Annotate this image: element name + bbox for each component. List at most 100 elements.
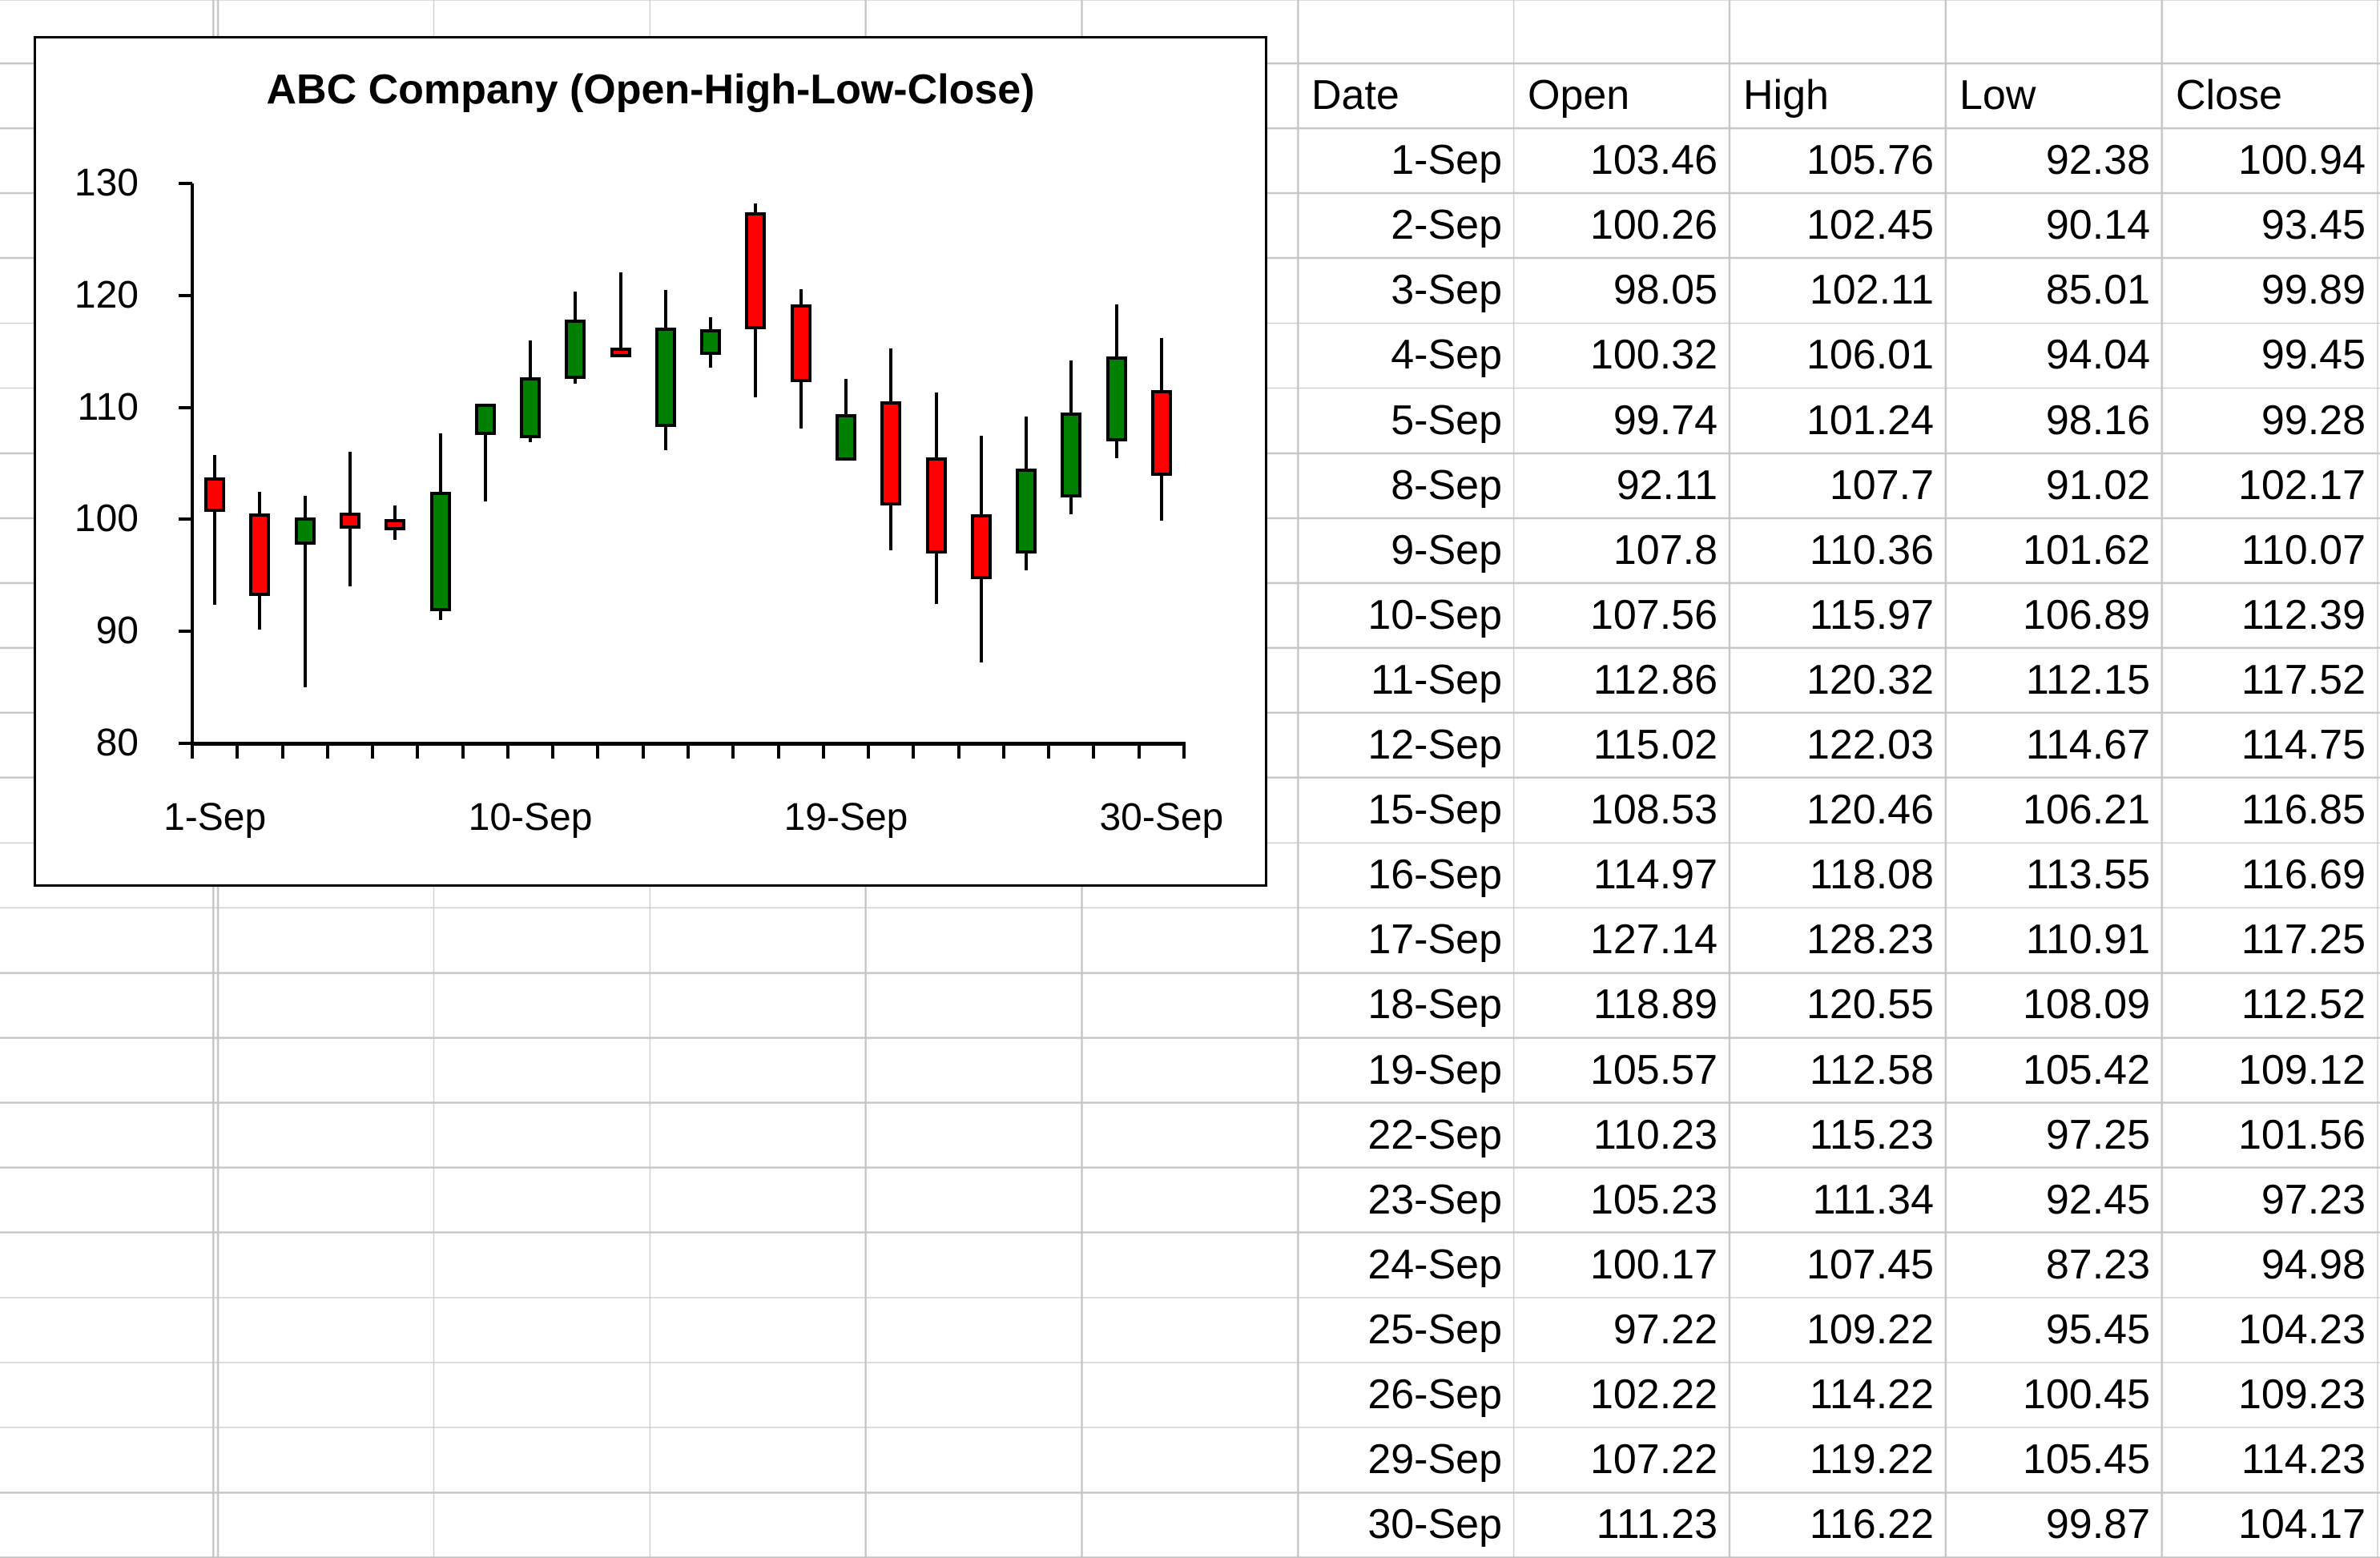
- table-cell[interactable]: 97.22: [1613, 1306, 1718, 1353]
- table-cell[interactable]: 97.25: [2045, 1111, 2150, 1158]
- table-cell[interactable]: 102.17: [2237, 461, 2366, 509]
- table-cell[interactable]: 122.03: [1806, 722, 1934, 768]
- table-cell[interactable]: 112.58: [1809, 1046, 1934, 1093]
- table-cell[interactable]: 115.23: [1809, 1111, 1934, 1158]
- table-cell[interactable]: 100.26: [1589, 202, 1718, 249]
- candle-body[interactable]: [249, 513, 271, 596]
- ohlc-chart[interactable]: ABC Company (Open-High-Low-Close) 80 90 10…: [34, 36, 1267, 887]
- table-cell[interactable]: 4-Sep: [1391, 332, 1502, 379]
- table-cell[interactable]: 116.85: [2241, 787, 2366, 834]
- table-cell[interactable]: 106.01: [1806, 332, 1934, 379]
- table-cell[interactable]: 93.45: [2261, 202, 2366, 249]
- table-cell[interactable]: 10-Sep: [1367, 591, 1502, 638]
- table-cell[interactable]: 99.28: [2261, 397, 2366, 444]
- table-cell[interactable]: 110.23: [1593, 1111, 1718, 1158]
- table-cell[interactable]: 18-Sep: [1367, 981, 1502, 1029]
- table-cell[interactable]: 119.22: [1809, 1436, 1934, 1484]
- candle-body[interactable]: [565, 320, 586, 379]
- table-cell[interactable]: 107.45: [1806, 1241, 1934, 1288]
- table-cell[interactable]: 109.22: [1806, 1306, 1934, 1353]
- table-cell[interactable]: 26-Sep: [1367, 1371, 1502, 1418]
- table-cell[interactable]: 97.23: [2261, 1176, 2366, 1223]
- table-cell[interactable]: 92.45: [2045, 1176, 2150, 1223]
- table-cell[interactable]: 111.23: [1596, 1501, 1718, 1548]
- header-cell-open[interactable]: Open: [1528, 72, 1630, 119]
- table-cell[interactable]: 110.07: [2241, 526, 2366, 574]
- table-cell[interactable]: 108.09: [2022, 981, 2150, 1029]
- table-cell[interactable]: 16-Sep: [1367, 851, 1502, 899]
- table-cell[interactable]: 99.87: [2045, 1501, 2150, 1548]
- table-cell[interactable]: 101.24: [1806, 397, 1934, 444]
- candle-body[interactable]: [294, 517, 316, 545]
- table-cell[interactable]: 116.22: [1809, 1501, 1934, 1548]
- table-cell[interactable]: 107.22: [1589, 1436, 1718, 1484]
- table-cell[interactable]: 98.05: [1613, 267, 1718, 314]
- table-cell[interactable]: 29-Sep: [1367, 1436, 1502, 1484]
- table-cell[interactable]: 112.52: [2241, 981, 2366, 1029]
- table-cell[interactable]: 25-Sep: [1367, 1306, 1502, 1353]
- table-cell[interactable]: 23-Sep: [1367, 1176, 1502, 1223]
- table-cell[interactable]: 109.23: [2237, 1371, 2366, 1418]
- table-cell[interactable]: 100.17: [1589, 1241, 1718, 1288]
- table-cell[interactable]: 104.23: [2237, 1306, 2366, 1353]
- table-cell[interactable]: 107.56: [1589, 591, 1718, 638]
- table-cell[interactable]: 5-Sep: [1391, 397, 1502, 444]
- table-cell[interactable]: 117.52: [2241, 656, 2366, 703]
- table-cell[interactable]: 120.46: [1806, 787, 1934, 834]
- table-cell[interactable]: 101.62: [2022, 526, 2150, 574]
- table-cell[interactable]: 127.14: [1589, 916, 1718, 964]
- candle-body[interactable]: [339, 512, 360, 529]
- table-cell[interactable]: 114.67: [2025, 722, 2150, 768]
- table-cell[interactable]: 107.7: [1829, 461, 1934, 509]
- table-cell[interactable]: 111.34: [1812, 1176, 1934, 1223]
- table-cell[interactable]: 105.57: [1589, 1046, 1718, 1093]
- table-cell[interactable]: 114.22: [1809, 1371, 1934, 1418]
- table-cell[interactable]: 112.39: [2241, 591, 2366, 638]
- table-cell[interactable]: 116.69: [2241, 851, 2366, 899]
- table-cell[interactable]: 115.02: [1593, 722, 1718, 768]
- candle-body[interactable]: [610, 348, 631, 358]
- table-cell[interactable]: 114.97: [1593, 851, 1718, 899]
- table-cell[interactable]: 110.36: [1809, 526, 1934, 574]
- table-cell[interactable]: 118.08: [1809, 851, 1934, 899]
- table-cell[interactable]: 112.15: [2025, 656, 2150, 703]
- table-cell[interactable]: 101.56: [2237, 1111, 2366, 1158]
- candle-body[interactable]: [204, 477, 226, 513]
- table-cell[interactable]: 108.53: [1589, 787, 1718, 834]
- candle-body[interactable]: [925, 457, 947, 554]
- table-cell[interactable]: 102.45: [1806, 202, 1934, 249]
- table-cell[interactable]: 102.11: [1809, 267, 1934, 314]
- candle-body[interactable]: [520, 377, 542, 438]
- table-cell[interactable]: 99.74: [1613, 397, 1718, 444]
- candle-body[interactable]: [1150, 390, 1172, 477]
- table-cell[interactable]: 109.12: [2237, 1046, 2366, 1093]
- candle-body[interactable]: [654, 327, 676, 428]
- table-cell[interactable]: 114.23: [2241, 1436, 2366, 1484]
- table-cell[interactable]: 92.38: [2045, 137, 2150, 184]
- table-cell[interactable]: 11-Sep: [1371, 656, 1502, 703]
- candle-body[interactable]: [1061, 413, 1082, 498]
- table-cell[interactable]: 113.55: [2025, 851, 2150, 899]
- table-cell[interactable]: 112.86: [1593, 656, 1718, 703]
- table-cell[interactable]: 95.45: [2045, 1306, 2150, 1353]
- candle-body[interactable]: [1016, 469, 1037, 554]
- header-cell-close[interactable]: Close: [2176, 72, 2282, 119]
- candle-body[interactable]: [970, 514, 992, 579]
- table-cell[interactable]: 98.16: [2045, 397, 2150, 444]
- table-cell[interactable]: 103.46: [1589, 137, 1718, 184]
- table-cell[interactable]: 91.02: [2045, 461, 2150, 509]
- table-cell[interactable]: 115.97: [1809, 591, 1934, 638]
- table-cell[interactable]: 24-Sep: [1367, 1241, 1502, 1288]
- table-cell[interactable]: 105.23: [1589, 1176, 1718, 1223]
- table-cell[interactable]: 102.22: [1589, 1371, 1718, 1418]
- candle-body[interactable]: [474, 403, 496, 436]
- table-cell[interactable]: 120.32: [1806, 656, 1934, 703]
- table-cell[interactable]: 94.98: [2261, 1241, 2366, 1288]
- table-cell[interactable]: 106.21: [2022, 787, 2150, 834]
- candle-body[interactable]: [790, 304, 811, 383]
- table-cell[interactable]: 17-Sep: [1367, 916, 1502, 964]
- candle-body[interactable]: [880, 401, 902, 505]
- candle-body[interactable]: [1105, 356, 1127, 442]
- header-cell-high[interactable]: High: [1743, 72, 1829, 119]
- header-cell-date[interactable]: Date: [1311, 72, 1399, 119]
